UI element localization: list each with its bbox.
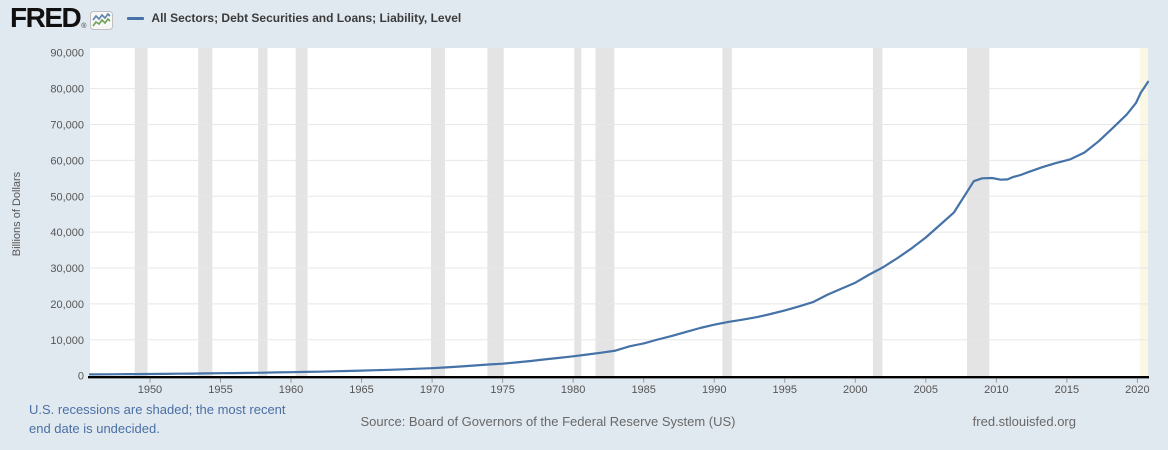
x-tick-label: 1975 bbox=[490, 384, 514, 396]
legend-label: All Sectors; Debt Securities and Loans; … bbox=[151, 11, 462, 25]
recession-band bbox=[487, 48, 504, 376]
x-tick-label: 1985 bbox=[631, 384, 655, 396]
x-tick-label: 2005 bbox=[914, 384, 938, 396]
recession-band bbox=[574, 48, 582, 376]
y-tick-label: 30,000 bbox=[50, 263, 84, 275]
recession-band bbox=[967, 48, 990, 376]
x-tick-label: 1980 bbox=[561, 384, 585, 396]
x-tick-label: 1950 bbox=[138, 384, 162, 396]
x-tick-label: 2020 bbox=[1125, 384, 1149, 396]
recession-band bbox=[134, 48, 148, 376]
registered-trademark-mark: ® bbox=[81, 23, 87, 30]
x-tick-label: 1965 bbox=[349, 384, 373, 396]
series-line bbox=[88, 80, 1150, 376]
y-tick-label: 70,000 bbox=[50, 119, 84, 131]
fred-logo[interactable]: FRED ® bbox=[10, 2, 114, 33]
fred-site-link[interactable]: fred.stlouisfed.org bbox=[972, 414, 1076, 429]
y-tick-label: 10,000 bbox=[50, 335, 84, 347]
recession-note-line2: end date is undecided. bbox=[29, 420, 160, 436]
recession-note-link[interactable]: U.S. recessions are shaded; the most rec… bbox=[29, 401, 286, 438]
recession-band bbox=[295, 48, 308, 376]
y-tick-label: 80,000 bbox=[50, 84, 84, 96]
x-tick-label: 2015 bbox=[1055, 384, 1079, 396]
chart-legend: All Sectors; Debt Securities and Loans; … bbox=[127, 11, 461, 25]
recession-band bbox=[430, 48, 446, 376]
fred-logo-text: FRED bbox=[10, 2, 82, 33]
y-tick-label: 40,000 bbox=[50, 227, 84, 239]
recession-band bbox=[722, 48, 732, 376]
recession-band bbox=[198, 48, 213, 376]
y-axis-title: Billions of Dollars bbox=[11, 171, 23, 256]
fred-sparkline-icon bbox=[90, 11, 114, 30]
x-tick-label: 1970 bbox=[420, 384, 444, 396]
x-tick-label: 1995 bbox=[773, 384, 797, 396]
recession-band bbox=[872, 48, 883, 376]
y-tick-label: 20,000 bbox=[50, 299, 84, 311]
y-tick-label: 90,000 bbox=[50, 48, 84, 60]
chart-header: FRED ® All Sectors; Debt Securities and … bbox=[10, 2, 461, 33]
y-tick-label: 0 bbox=[78, 371, 84, 383]
x-tick-label: 2000 bbox=[843, 384, 867, 396]
x-tick-label: 1990 bbox=[702, 384, 726, 396]
y-tick-label: 50,000 bbox=[50, 191, 84, 203]
x-tick-label: 1960 bbox=[279, 384, 303, 396]
x-tick-label: 2010 bbox=[984, 384, 1008, 396]
x-tick-label: 1955 bbox=[208, 384, 232, 396]
source-text: Source: Board of Governors of the Federa… bbox=[360, 414, 736, 429]
recession-band bbox=[595, 48, 615, 376]
recession-band bbox=[258, 48, 268, 376]
legend-line-swatch bbox=[127, 16, 145, 20]
y-tick-label: 60,000 bbox=[50, 155, 84, 167]
recession-note-line1: U.S. recessions are shaded; the most rec… bbox=[29, 402, 286, 417]
recession-band-ongoing bbox=[1139, 48, 1148, 376]
